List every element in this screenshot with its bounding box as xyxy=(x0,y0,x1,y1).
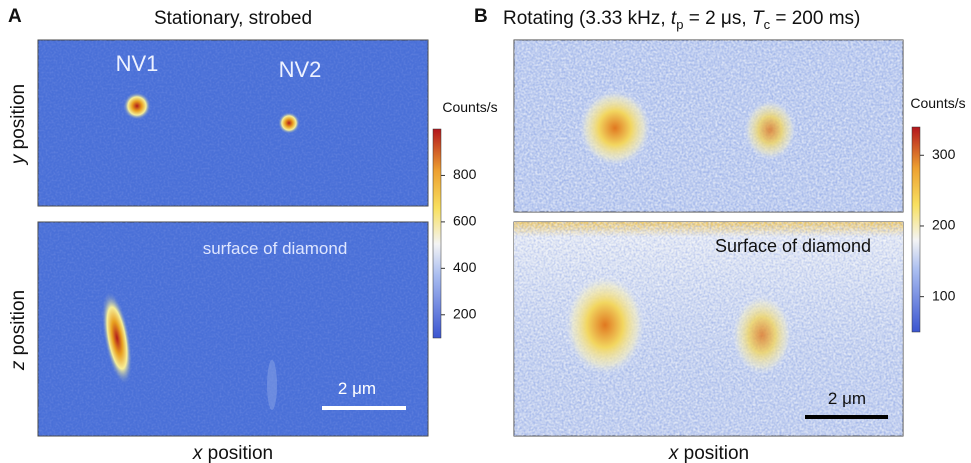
panel-title: Rotating (3.33 kHz, tp = 2 μs, Tc = 200 … xyxy=(503,8,860,32)
colorbars: Counts/s 200 400 600 800 Counts/s 100 200 300 xyxy=(432,95,966,339)
image xyxy=(513,39,904,213)
annotation: Surface of diamond xyxy=(715,236,871,256)
tick-label: 200 xyxy=(453,305,477,321)
annotation: surface of diamond xyxy=(203,239,348,258)
image xyxy=(37,39,429,207)
colorbar-label: Counts/s xyxy=(442,99,497,115)
nv-label: NV2 xyxy=(279,57,322,82)
axis-label: x position xyxy=(668,443,749,463)
colorbar xyxy=(911,126,921,333)
tick-label: 100 xyxy=(932,287,956,303)
image xyxy=(37,221,429,437)
tick-label: 400 xyxy=(453,259,477,275)
scale-label: 2 μm xyxy=(828,389,866,408)
panel-letter: B xyxy=(474,6,488,27)
axis-label: x position xyxy=(192,443,273,463)
image xyxy=(513,221,904,437)
panel-title: Stationary, strobed xyxy=(154,8,312,29)
tick-label: 200 xyxy=(932,217,956,233)
tick-label: 800 xyxy=(453,166,477,182)
axis-label: y position xyxy=(8,84,29,166)
colorbar-label: Counts/s xyxy=(910,95,965,111)
tick-label: 600 xyxy=(453,213,477,229)
tick-label: 300 xyxy=(932,146,956,162)
colorbar xyxy=(432,128,442,339)
axis-label: z position xyxy=(8,290,29,371)
nv-label: NV1 xyxy=(116,51,159,76)
scale-label: 2 μm xyxy=(338,379,376,398)
panel-letter: A xyxy=(8,6,22,27)
